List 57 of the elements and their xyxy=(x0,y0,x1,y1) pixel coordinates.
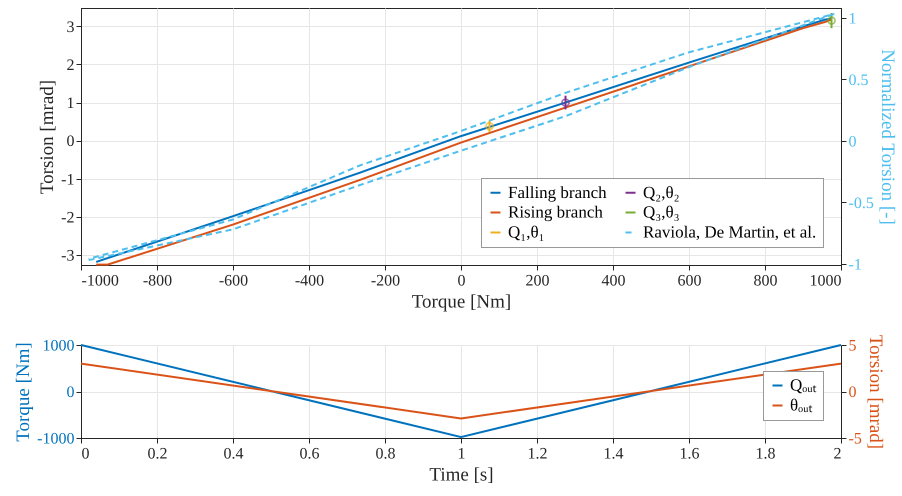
x-tick-label: 0.8 xyxy=(376,446,396,462)
y-tick-label: 0 xyxy=(66,384,74,401)
y2-tick-label: -1 xyxy=(848,256,862,274)
x-tick-label: -1000 xyxy=(82,272,119,290)
y-tick-label: -2 xyxy=(61,209,74,226)
y2-tick-label: 0 xyxy=(848,384,856,401)
x-tick-label: 600 xyxy=(678,272,702,290)
x-tick-label: 800 xyxy=(754,272,778,290)
point xyxy=(485,122,494,131)
point xyxy=(827,16,836,25)
y2-tick-label: 0 xyxy=(848,133,856,150)
y-axis-title: Torque [Nm] xyxy=(13,342,34,442)
y-tick-label: -1 xyxy=(61,171,74,188)
y2-tick-label: 1 xyxy=(848,10,856,28)
x-tick-label: 1.4 xyxy=(604,446,624,462)
legend-label: Falling branch xyxy=(508,182,608,202)
x-tick-label: -400 xyxy=(294,272,324,290)
y-tick-label: 3 xyxy=(66,18,74,36)
x-tick-label: 1 xyxy=(458,446,466,462)
x-tick-label: 0 xyxy=(82,446,90,462)
y2-tick-label: -5 xyxy=(848,430,862,448)
x-tick-label: -800 xyxy=(142,272,172,290)
x-tick-label: 0.6 xyxy=(300,446,320,462)
y2-axis-title: Normalized Torsion [-] xyxy=(876,49,898,225)
legend-label: θₒᵤₜ xyxy=(790,396,813,414)
y-tick-label: -3 xyxy=(61,248,74,265)
x-tick-label: 0.4 xyxy=(224,446,244,462)
x-tick-label: 1.6 xyxy=(680,446,700,462)
legend-label: Q₁,θ₁ xyxy=(508,222,545,242)
x-tick-label: 200 xyxy=(526,272,550,290)
x-tick-label: 0 xyxy=(458,272,466,290)
legend-label: Q₃,θ₃ xyxy=(643,202,680,222)
legend-label: Rising branch xyxy=(508,202,604,222)
y2-tick-label: -0.5 xyxy=(848,194,874,212)
y2-axis-title: Torsion [mrad] xyxy=(864,334,886,450)
y2-tick-label: 0.5 xyxy=(848,72,868,89)
x-axis-title: Torque [Nm] xyxy=(412,292,512,312)
x-tick-label: 0.2 xyxy=(148,446,168,462)
point xyxy=(561,98,570,107)
x-axis-title: Time [s] xyxy=(429,464,494,486)
y-tick-label: 1000 xyxy=(42,338,74,354)
legend-label: Q₂,θ₂ xyxy=(643,182,680,202)
legend-label: Raviola, De Martin, et al. xyxy=(643,222,816,242)
x-tick-label: 400 xyxy=(602,272,626,290)
y-tick-label: 1 xyxy=(66,95,74,112)
y2-tick-label: 5 xyxy=(848,338,856,354)
y-tick-label: 2 xyxy=(66,56,74,74)
x-tick-label: 2 xyxy=(834,446,842,462)
x-tick-label: -200 xyxy=(370,272,400,290)
legend-label: Qₒᵤₜ xyxy=(790,376,817,394)
y-tick-label: -1000 xyxy=(37,430,74,448)
x-tick-label: 1.2 xyxy=(528,446,548,462)
x-tick-label: 1.8 xyxy=(756,446,776,462)
x-tick-label: 1000 xyxy=(810,272,842,290)
y-axis-title: Torsion [mrad] xyxy=(37,80,58,194)
y-tick-label: 0 xyxy=(66,133,74,150)
x-tick-label: -600 xyxy=(218,272,248,290)
